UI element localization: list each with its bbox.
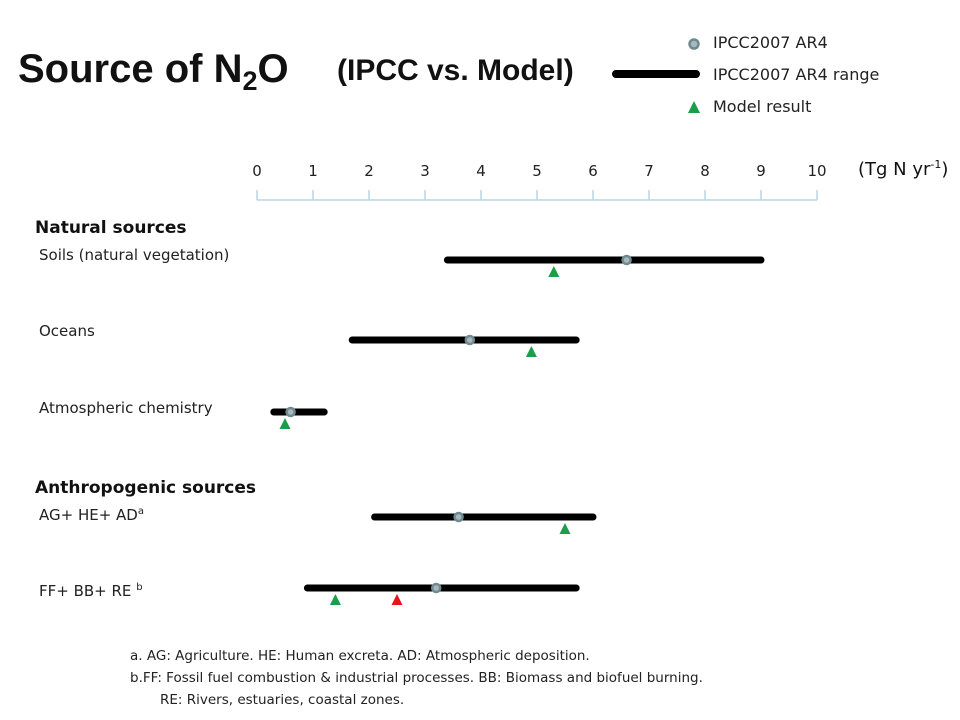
row-label-ag-he-ad: AG+ HE+ ADa xyxy=(39,506,144,524)
x-axis-tick-label: 6 xyxy=(588,162,598,180)
x-axis-tick-label: 8 xyxy=(700,162,710,180)
title-suffix: O xyxy=(257,47,289,91)
legend-model-label: Model result xyxy=(713,97,812,116)
unit-base: (Tg N yr xyxy=(858,159,931,180)
row-label-soils: Soils (natural vegetation) xyxy=(39,246,230,264)
model-triangle xyxy=(559,523,571,534)
row-label-ff-bb-re: FF+ BB+ RE b xyxy=(39,582,143,600)
ipcc-point xyxy=(430,582,442,594)
footnote-b: b.FF: Fossil fuel combustion & industria… xyxy=(130,670,703,686)
legend-ipcc-label: IPCC2007 AR4 xyxy=(713,33,828,52)
row-label-oceans: Oceans xyxy=(39,322,95,340)
model-triangle xyxy=(525,346,537,357)
x-axis-tick-label: 10 xyxy=(807,162,826,180)
row-label-ag-he-ad-sup: a xyxy=(137,506,145,517)
section-anthropogenic-sources: Anthropogenic sources xyxy=(35,478,257,498)
title-subscript: 2 xyxy=(242,66,258,96)
row-label-ff-bb-re-text: FF+ BB+ RE xyxy=(39,582,137,600)
x-axis-tick-label: 1 xyxy=(308,162,318,180)
x-axis-tick-label: 5 xyxy=(532,162,542,180)
axis-unit-label: (Tg N yr-1) xyxy=(858,158,948,180)
unit-close: ) xyxy=(941,159,949,180)
x-axis-tick-label: 3 xyxy=(420,162,430,180)
row-label-atmospheric-chemistry: Atmospheric chemistry xyxy=(39,399,213,417)
x-axis-tick-label: 2 xyxy=(364,162,374,180)
footnote-a: a. AG: Agriculture. HE: Human excreta. A… xyxy=(130,648,590,664)
footnote-b-continued: RE: Rivers, estuaries, coastal zones. xyxy=(160,692,405,708)
page-title: Source of N2O xyxy=(18,44,289,106)
model-triangle xyxy=(279,418,291,429)
ipcc-point xyxy=(453,511,464,523)
x-axis-tick-label: 0 xyxy=(252,162,262,180)
row-label-ff-bb-re-sup: b xyxy=(136,582,143,593)
page-subtitle: (IPCC vs. Model) xyxy=(337,54,574,87)
legend-model-triangle-icon xyxy=(688,101,700,113)
section-natural-sources: Natural sources xyxy=(35,218,187,238)
model-triangle xyxy=(391,594,403,605)
x-axis-tick-label: 4 xyxy=(476,162,486,180)
x-axis-tick-label: 9 xyxy=(756,162,766,180)
legend-range-label: IPCC2007 AR4 range xyxy=(713,65,880,84)
ipcc-point xyxy=(621,254,632,266)
row-label-ag-he-ad-text: AG+ HE+ AD xyxy=(39,506,138,524)
title-main: Source of N xyxy=(18,47,243,91)
legend-ipcc-marker-icon xyxy=(688,38,700,50)
legend-range-line-icon xyxy=(612,70,700,78)
x-axis-tick-label: 7 xyxy=(644,162,654,180)
model-triangle xyxy=(548,266,560,277)
unit-exponent: -1 xyxy=(930,158,942,171)
ipcc-point xyxy=(285,406,296,418)
ipcc-point xyxy=(464,334,476,346)
model-triangle xyxy=(329,594,341,605)
